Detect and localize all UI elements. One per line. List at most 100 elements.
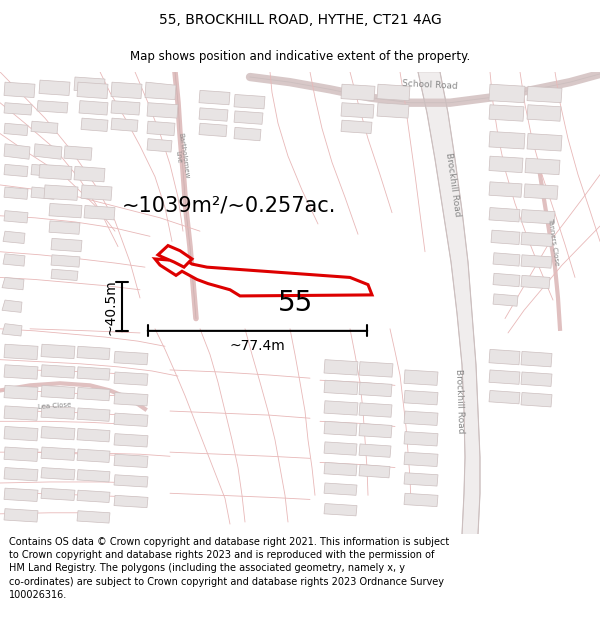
Polygon shape: [64, 146, 92, 160]
Polygon shape: [81, 185, 112, 201]
Polygon shape: [41, 406, 75, 419]
Polygon shape: [489, 131, 525, 149]
Polygon shape: [39, 164, 72, 180]
Polygon shape: [199, 108, 228, 121]
Polygon shape: [493, 294, 518, 306]
Polygon shape: [4, 123, 28, 136]
Polygon shape: [234, 127, 261, 141]
Polygon shape: [145, 82, 176, 99]
Polygon shape: [41, 447, 75, 461]
Polygon shape: [525, 158, 560, 174]
Polygon shape: [404, 452, 438, 466]
Polygon shape: [51, 269, 78, 281]
Polygon shape: [4, 82, 35, 98]
Polygon shape: [404, 391, 438, 405]
Polygon shape: [147, 121, 175, 136]
Polygon shape: [114, 496, 148, 508]
Polygon shape: [114, 475, 148, 487]
Polygon shape: [44, 185, 78, 201]
Polygon shape: [4, 211, 28, 223]
Polygon shape: [77, 511, 110, 523]
Polygon shape: [404, 493, 438, 507]
Polygon shape: [489, 84, 525, 102]
Text: Brockhill Road: Brockhill Road: [444, 152, 462, 218]
Polygon shape: [359, 362, 393, 377]
Text: Brockhill Road: Brockhill Road: [454, 368, 466, 433]
Polygon shape: [489, 349, 520, 365]
Polygon shape: [359, 403, 392, 418]
Polygon shape: [41, 386, 75, 399]
Polygon shape: [493, 253, 520, 266]
Polygon shape: [341, 84, 375, 101]
Text: 55: 55: [277, 289, 313, 317]
Polygon shape: [404, 411, 438, 426]
Polygon shape: [114, 351, 148, 365]
Polygon shape: [77, 82, 108, 99]
Polygon shape: [4, 365, 38, 379]
Polygon shape: [31, 121, 58, 134]
Polygon shape: [2, 324, 22, 336]
Polygon shape: [155, 253, 372, 296]
Polygon shape: [4, 144, 30, 159]
Polygon shape: [199, 123, 227, 137]
Polygon shape: [41, 365, 75, 378]
Polygon shape: [418, 72, 480, 534]
Polygon shape: [234, 111, 263, 124]
Polygon shape: [359, 382, 392, 397]
Polygon shape: [359, 464, 390, 478]
Polygon shape: [77, 429, 110, 442]
Polygon shape: [31, 164, 58, 177]
Polygon shape: [4, 187, 28, 199]
Polygon shape: [77, 490, 110, 502]
Polygon shape: [341, 120, 372, 134]
Text: Bartholomew
Lne: Bartholomew Lne: [172, 132, 190, 180]
Polygon shape: [147, 139, 172, 152]
Polygon shape: [77, 469, 110, 482]
Polygon shape: [324, 380, 358, 394]
Polygon shape: [3, 254, 25, 266]
Polygon shape: [41, 426, 75, 440]
Polygon shape: [49, 221, 80, 234]
Polygon shape: [114, 372, 148, 386]
Polygon shape: [51, 255, 80, 267]
Polygon shape: [199, 91, 230, 105]
Polygon shape: [49, 203, 82, 218]
Polygon shape: [404, 370, 438, 386]
Polygon shape: [324, 421, 357, 436]
Polygon shape: [324, 401, 358, 415]
Polygon shape: [4, 468, 38, 481]
Polygon shape: [3, 231, 25, 244]
Polygon shape: [111, 101, 140, 115]
Polygon shape: [2, 278, 24, 290]
Polygon shape: [81, 118, 108, 131]
Polygon shape: [77, 367, 110, 380]
Polygon shape: [324, 504, 357, 516]
Polygon shape: [489, 370, 520, 384]
Polygon shape: [158, 246, 192, 267]
Polygon shape: [404, 432, 438, 446]
Polygon shape: [74, 166, 105, 182]
Polygon shape: [493, 273, 520, 287]
Polygon shape: [521, 392, 552, 407]
Polygon shape: [114, 392, 148, 406]
Polygon shape: [4, 509, 38, 522]
Polygon shape: [4, 386, 38, 400]
Polygon shape: [41, 468, 75, 480]
Polygon shape: [2, 300, 22, 312]
Polygon shape: [324, 462, 357, 476]
Text: ~77.4m: ~77.4m: [230, 339, 286, 353]
Text: Lea Close: Lea Close: [38, 402, 72, 410]
Polygon shape: [521, 209, 555, 224]
Polygon shape: [524, 184, 558, 199]
Polygon shape: [77, 449, 110, 462]
Text: Contains OS data © Crown copyright and database right 2021. This information is : Contains OS data © Crown copyright and d…: [9, 537, 449, 600]
Polygon shape: [114, 454, 148, 468]
Polygon shape: [489, 105, 524, 121]
Polygon shape: [37, 101, 68, 113]
Polygon shape: [31, 187, 55, 199]
Polygon shape: [74, 77, 105, 92]
Polygon shape: [527, 105, 561, 121]
Polygon shape: [4, 426, 38, 441]
Polygon shape: [79, 101, 108, 115]
Polygon shape: [4, 102, 32, 115]
